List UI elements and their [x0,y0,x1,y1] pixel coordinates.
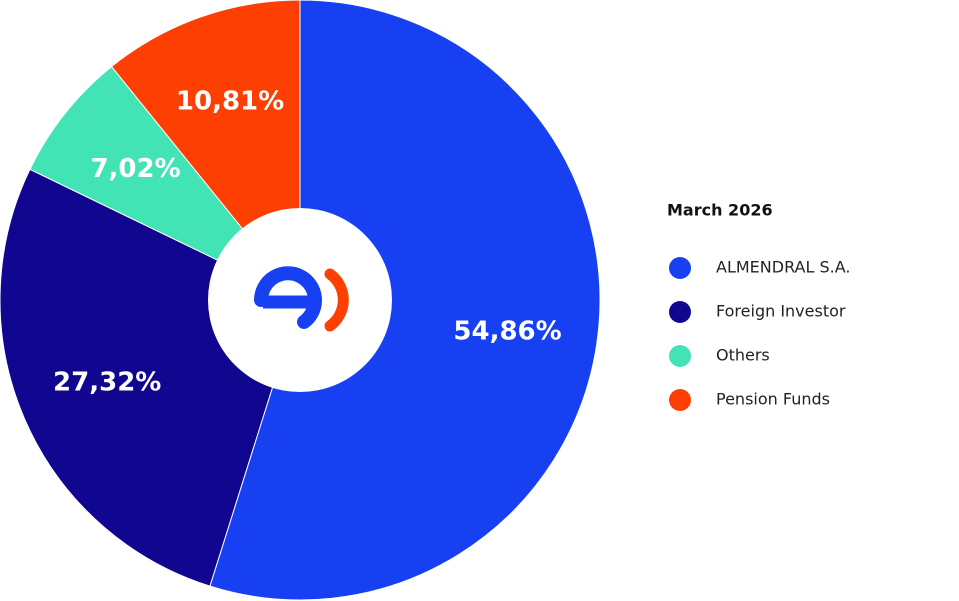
logo-arc [324,268,349,332]
logo [254,266,349,332]
logo-e [254,266,322,329]
legend-marker [669,257,691,279]
legend-title: March 2026 [667,201,773,220]
legend-marker [669,345,691,367]
labels: 54,86% 27,32% 7,02% 10,81% [53,86,562,397]
value-label: 54,86% [453,316,561,346]
legend-label: Others [716,346,770,365]
value-label: 7,02% [90,154,180,184]
value-label: 10,81% [176,86,284,116]
legend-label: Foreign Investor [716,302,846,321]
legend-label: ALMENDRAL S.A. [716,258,850,277]
pie-slice [209,0,601,601]
legend-marker [669,389,691,411]
legend-label: Pension Funds [716,390,830,409]
legend-marker [669,301,691,323]
value-label: 27,32% [53,368,161,398]
